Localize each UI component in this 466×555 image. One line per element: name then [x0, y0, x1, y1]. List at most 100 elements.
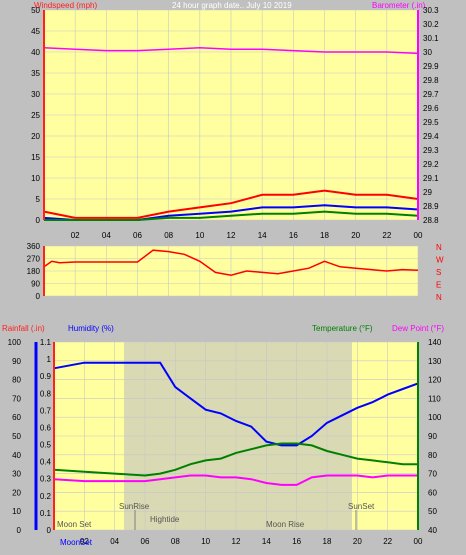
temperature-tick-label: 120: [428, 376, 442, 385]
wind-x-tick-label: 20: [351, 231, 360, 240]
wind-x-tick-label: 14: [258, 231, 267, 240]
direction-tick-label: 270: [27, 255, 41, 264]
barometer-tick-label: 29.2: [423, 160, 439, 169]
wind-x-tick-label: 04: [102, 231, 111, 240]
direction-tick-label: 360: [27, 242, 41, 251]
temperature-tick-label: 100: [428, 413, 442, 422]
humidity-tick-label: 90: [12, 357, 21, 366]
barometer-tick-label: 28.8: [423, 216, 439, 225]
temperature-axis-title: Temperature (°F): [312, 324, 373, 333]
rainfall-tick-label: 0.7: [40, 406, 52, 415]
temperature-tick-label: 50: [428, 507, 437, 516]
windspeed-tick-label: 0: [36, 216, 41, 225]
rainfall-tick-label: 0.4: [40, 458, 52, 467]
wind-x-tick-label: 12: [227, 231, 236, 240]
temp-x-tick-label: 04: [110, 537, 119, 546]
wind-baro-series: [43, 47, 419, 221]
temp-x-tick-label: 18: [323, 537, 332, 546]
humidity-tick-label: 70: [12, 394, 21, 403]
humidity-tick-label: 0: [17, 526, 22, 535]
wind-baro-grid: [44, 9, 419, 221]
wind-x-tick-label: 06: [133, 231, 142, 240]
sunrise-label: SunRise: [119, 502, 150, 511]
barometer-tick-label: 29.4: [423, 132, 439, 141]
rainfall-tick-label: 0.1: [40, 509, 52, 518]
temperature-tick-label: 130: [428, 357, 442, 366]
direction-tick-label: 180: [27, 267, 41, 276]
windspeed-tick-label: 45: [31, 27, 40, 36]
direction-tick-label: 0: [36, 292, 41, 301]
humidity-tick-labels: 0 10 20 30 40 50 60 70 80 90 100: [8, 338, 22, 535]
temp-x-tick-label: 06: [141, 537, 150, 546]
windspeed-tick-label: 50: [31, 6, 40, 15]
wind-x-tick-label: 02: [71, 231, 80, 240]
compass-label: N: [436, 243, 442, 252]
temp-x-tick-label: 16: [292, 537, 301, 546]
series-humidity: [53, 361, 419, 447]
barometer-tick-label: 30.3: [423, 6, 439, 15]
humidity-axis-title: Humidity (%): [68, 324, 114, 333]
wind-x-tick-label: 16: [289, 231, 298, 240]
temp-x-tick-labels: 02 04 06 08 10 12 14 16 18 20 22 00: [80, 537, 423, 546]
wind-x-tick-label: 08: [164, 231, 173, 240]
windspeed-tick-label: 15: [31, 153, 40, 162]
wind-x-tick-label: 18: [320, 231, 329, 240]
rainfall-tick-label: 0.8: [40, 389, 52, 398]
moonset-label: Moon Set: [57, 520, 92, 529]
compass-label: E: [436, 281, 441, 290]
windspeed-tick-labels: 0 5 10 15 20 25 30 35 40 45 50: [31, 6, 40, 225]
hightide-label: Hightide: [150, 515, 180, 524]
barometer-tick-label: 29.3: [423, 146, 439, 155]
humidity-tick-label: 50: [12, 432, 21, 441]
temp-x-tick-label: 02: [80, 537, 89, 546]
humidity-tick-label: 100: [8, 338, 22, 347]
temp-x-tick-label: 22: [383, 537, 392, 546]
temperature-tick-label: 110: [428, 394, 441, 403]
direction-series: [43, 249, 419, 276]
barometer-tick-label: 30.2: [423, 20, 439, 29]
moonrise-label: Moon Rise: [266, 520, 305, 529]
windspeed-tick-label: 20: [31, 132, 40, 141]
humidity-tick-label: 40: [12, 451, 21, 460]
rainfall-tick-label: 0.2: [40, 492, 52, 501]
barometer-tick-labels: 28.8 28.9 29 29.1 29.2 29.3 29.4 29.5 29.6 29.7 29…: [423, 6, 439, 225]
humidity-tick-label: 10: [12, 507, 21, 516]
wind-x-tick-label: 22: [382, 231, 391, 240]
temp-x-tick-label: 08: [171, 537, 180, 546]
temperature-tick-label: 40: [428, 526, 437, 535]
windspeed-tick-label: 5: [36, 195, 41, 204]
barometer-tick-label: 30: [423, 48, 432, 57]
rainfall-tick-label: 0: [47, 526, 52, 535]
rainfall-tick-label: 0.3: [40, 475, 52, 484]
temp-x-tick-label: 20: [353, 537, 362, 546]
humidity-tick-label: 20: [12, 488, 21, 497]
barometer-tick-label: 29.6: [423, 104, 439, 113]
windspeed-axis-title: Windspeed (mph): [34, 1, 97, 10]
barometer-tick-label: 29.1: [423, 174, 439, 183]
rainfall-axis-title: Rainfall (.in): [2, 324, 45, 333]
wind-x-tick-label: 10: [195, 231, 204, 240]
temp-x-tick-label: 10: [201, 537, 210, 546]
sunset-label: SunSet: [348, 502, 375, 511]
series-dew-point: [53, 474, 418, 486]
direction-series-0: [43, 249, 419, 276]
temperature-tick-labels: 40 50 60 70 80 90 100 110 120 130 140: [428, 338, 442, 535]
wind-series-3: [44, 210, 419, 221]
compass-label: W: [436, 256, 444, 265]
barometer-tick-label: 28.9: [423, 202, 439, 211]
compass-label: N: [436, 293, 442, 302]
temp-x-tick-label: 00: [414, 537, 423, 546]
windspeed-tick-label: 40: [31, 48, 40, 57]
temperature-tick-label: 60: [428, 488, 437, 497]
dewpoint-axis-title: Dew Point (°F): [392, 324, 444, 333]
series-temperature: [53, 442, 418, 477]
moonset-label-2: MoonSet: [60, 538, 93, 547]
windspeed-tick-label: 10: [31, 174, 40, 183]
wind-series-1: [43, 189, 419, 219]
temperature-tick-label: 80: [428, 451, 437, 460]
direction-tick-labels: 0 90 180 270 360: [27, 242, 41, 301]
direction-tick-label: 90: [31, 280, 40, 289]
windspeed-tick-label: 35: [31, 69, 40, 78]
compass-label: S: [436, 268, 441, 277]
